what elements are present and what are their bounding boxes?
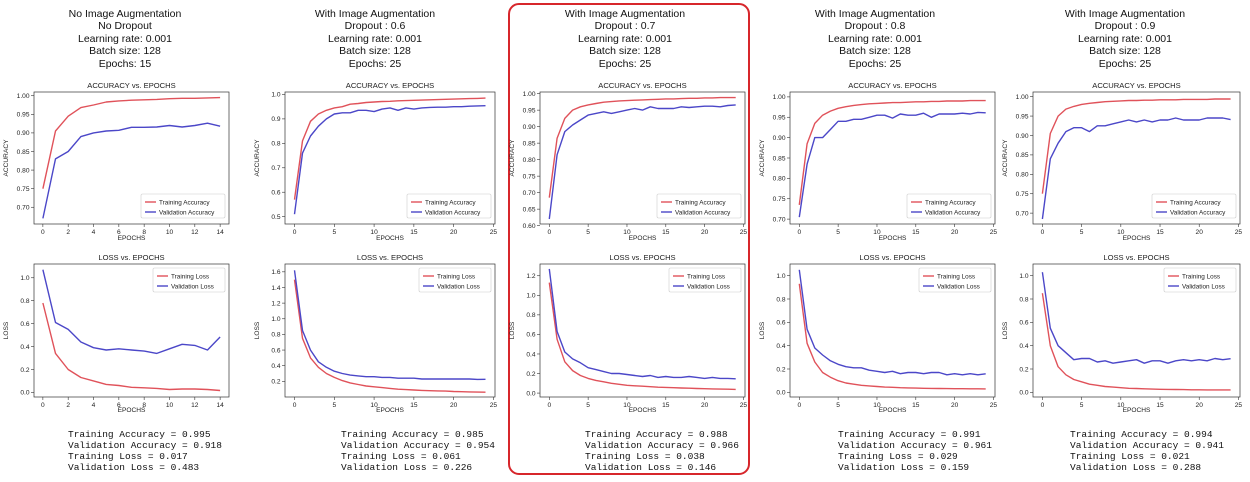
metric-line: Validation Loss = 0.159 — [838, 462, 970, 473]
header-line: Epochs: 25 — [848, 57, 902, 70]
metric-line: Validation Accuracy = 0.961 — [838, 440, 992, 451]
experiment-column-3: With Image Augmentation Dropout : 0.7 Lear… — [500, 0, 750, 482]
header-line: Learning rate: 0.001 — [828, 32, 922, 45]
metric-line: Training Accuracy = 0.995 — [68, 429, 211, 440]
metric-line: Validation Accuracy = 0.966 — [585, 440, 739, 451]
final-metrics: Training Accuracy = 0.994 Validation Accu… — [1070, 429, 1224, 473]
metric-line: Validation Accuracy = 0.954 — [341, 440, 495, 451]
experiment-column-1: No Image Augmentation No Dropout Learning … — [0, 0, 250, 482]
header-line: Batch size: 128 — [339, 45, 411, 58]
metric-line: Training Loss = 0.061 — [341, 451, 461, 462]
metric-line: Training Loss = 0.017 — [68, 451, 188, 462]
experiment-header: With Image Augmentation Dropout : 0.8 Lear… — [750, 8, 1000, 70]
header-line: Epochs: 25 — [1098, 57, 1152, 70]
header-line: Batch size: 128 — [589, 45, 661, 58]
metric-line: Training Loss = 0.038 — [585, 451, 705, 462]
header-line: With Image Augmentation — [814, 8, 936, 20]
experiment-header: With Image Augmentation Dropout : 0.6 Lear… — [250, 8, 500, 70]
metric-line: Training Accuracy = 0.994 — [1070, 429, 1213, 440]
experiment-column-2: With Image Augmentation Dropout : 0.6 Lear… — [250, 0, 500, 482]
header-line: Batch size: 128 — [89, 45, 161, 58]
header-line: Dropout : 0.7 — [594, 20, 656, 33]
metric-line: Validation Loss = 0.226 — [341, 462, 473, 473]
experiment-column-5: With Image Augmentation Dropout : 0.9 Lear… — [1000, 0, 1250, 482]
metric-line: Training Accuracy = 0.985 — [341, 429, 484, 440]
metric-line: Training Loss = 0.029 — [838, 451, 958, 462]
metric-line: Training Loss = 0.021 — [1070, 451, 1190, 462]
best-experiment-highlight — [508, 3, 750, 475]
header-line: Epochs: 15 — [98, 57, 152, 70]
header-line: Dropout : 0.8 — [844, 20, 906, 33]
metric-line: Validation Loss = 0.288 — [1070, 462, 1202, 473]
header-line: Learning rate: 0.001 — [578, 32, 672, 45]
final-metrics: Training Accuracy = 0.988 Validation Accu… — [585, 429, 739, 473]
final-metrics: Training Accuracy = 0.985 Validation Accu… — [341, 429, 495, 473]
header-line: Learning rate: 0.001 — [1078, 32, 1172, 45]
final-metrics: Training Accuracy = 0.995 Validation Accu… — [68, 429, 222, 473]
header-line: No Image Augmentation — [68, 8, 182, 20]
header-line: With Image Augmentation — [1064, 8, 1186, 20]
metric-line: Validation Accuracy = 0.941 — [1070, 440, 1224, 451]
header-line: Batch size: 128 — [1089, 45, 1161, 58]
metric-line: Validation Accuracy = 0.918 — [68, 440, 222, 451]
header-line: Epochs: 25 — [598, 57, 652, 70]
metric-line: Validation Loss = 0.146 — [585, 462, 717, 473]
experiment-header: With Image Augmentation Dropout : 0.9 Lear… — [1000, 8, 1250, 70]
metric-line: Training Accuracy = 0.988 — [585, 429, 728, 440]
experiment-header: With Image Augmentation Dropout : 0.7 Lear… — [500, 8, 750, 70]
header-line: With Image Augmentation — [314, 8, 436, 20]
experiment-header: No Image Augmentation No Dropout Learning … — [0, 8, 250, 70]
header-line: Learning rate: 0.001 — [78, 32, 172, 45]
final-metrics: Training Accuracy = 0.991 Validation Accu… — [838, 429, 992, 473]
metric-line: Training Accuracy = 0.991 — [838, 429, 981, 440]
header-line: Dropout : 0.6 — [344, 20, 406, 33]
header-line: Batch size: 128 — [839, 45, 911, 58]
header-line: Epochs: 25 — [348, 57, 402, 70]
header-line: Dropout : 0.9 — [1094, 20, 1156, 33]
header-line: Learning rate: 0.001 — [328, 32, 422, 45]
metric-line: Validation Loss = 0.483 — [68, 462, 200, 473]
header-line: With Image Augmentation — [564, 8, 686, 20]
header-line: No Dropout — [98, 20, 152, 33]
experiment-column-4: With Image Augmentation Dropout : 0.8 Lear… — [750, 0, 1000, 482]
